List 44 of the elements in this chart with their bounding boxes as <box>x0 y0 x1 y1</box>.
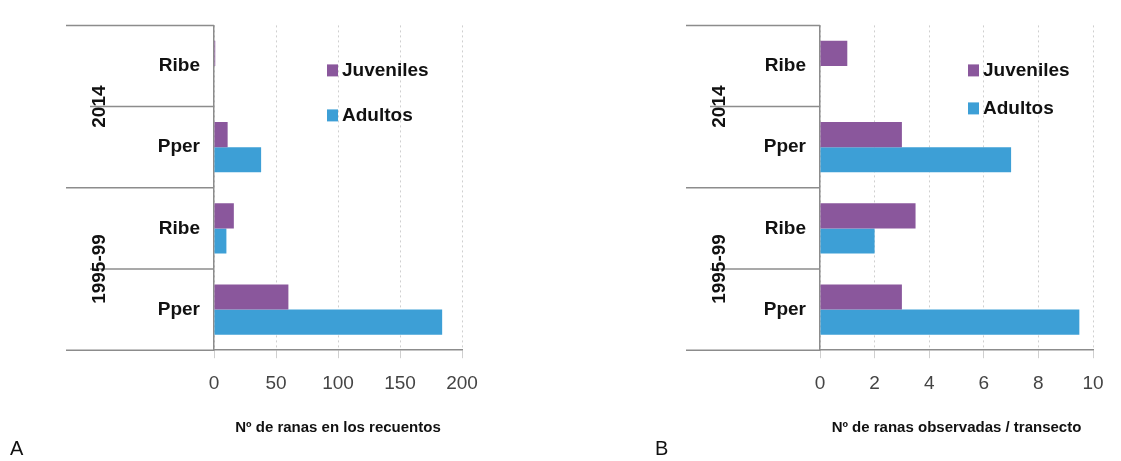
y-tick-label: Ribe <box>158 216 200 238</box>
y-tick-label: Ribe <box>764 216 806 238</box>
x-tick-label: 6 <box>978 371 990 393</box>
y-tick-label: Pper <box>763 135 807 157</box>
legend-label: Juveniles <box>983 58 1070 80</box>
bar <box>214 122 228 148</box>
x-axis-title: Nº de ranas en los recuentos <box>235 418 441 436</box>
bar <box>820 309 1080 335</box>
x-tick-label: 4 <box>923 371 935 393</box>
text: A <box>10 437 24 459</box>
bar <box>214 309 443 335</box>
x-tick-label: 50 <box>265 371 287 393</box>
x-tick-label: 2 <box>869 371 880 393</box>
x-tick-label: 200 <box>446 371 478 393</box>
bar <box>214 228 227 254</box>
legend-label: Adultos <box>342 103 413 125</box>
y-tick-label: Ribe <box>764 54 806 76</box>
y-tick-label: Pper <box>157 297 201 319</box>
y-tick-label: Pper <box>157 135 201 157</box>
bar <box>820 228 875 254</box>
bar <box>820 122 902 148</box>
y-tick-label: Pper <box>763 297 807 319</box>
y-tick-label: Ribe <box>158 54 200 76</box>
legend-label: Adultos <box>983 96 1054 118</box>
text: 2014 <box>88 85 110 128</box>
x-tick-label: 0 <box>814 371 826 393</box>
bar <box>820 40 848 66</box>
bar <box>214 284 289 310</box>
x-tick-label: 150 <box>384 371 416 393</box>
bar <box>214 147 262 173</box>
text: 2014 <box>708 85 730 128</box>
text: 1995-99 <box>88 234 110 304</box>
text: 1995-99 <box>708 234 730 304</box>
text: B <box>655 437 669 459</box>
bar <box>214 203 234 229</box>
bar <box>820 284 902 310</box>
x-tick-label: 10 <box>1082 371 1104 393</box>
bar <box>820 147 1012 173</box>
x-tick-label: 8 <box>1033 371 1044 393</box>
bar <box>820 203 916 229</box>
x-axis-title: Nº de ranas observadas / transecto <box>831 418 1082 436</box>
legend-label: Juveniles <box>342 58 429 80</box>
x-tick-label: 0 <box>208 371 220 393</box>
x-tick-label: 100 <box>322 371 354 393</box>
